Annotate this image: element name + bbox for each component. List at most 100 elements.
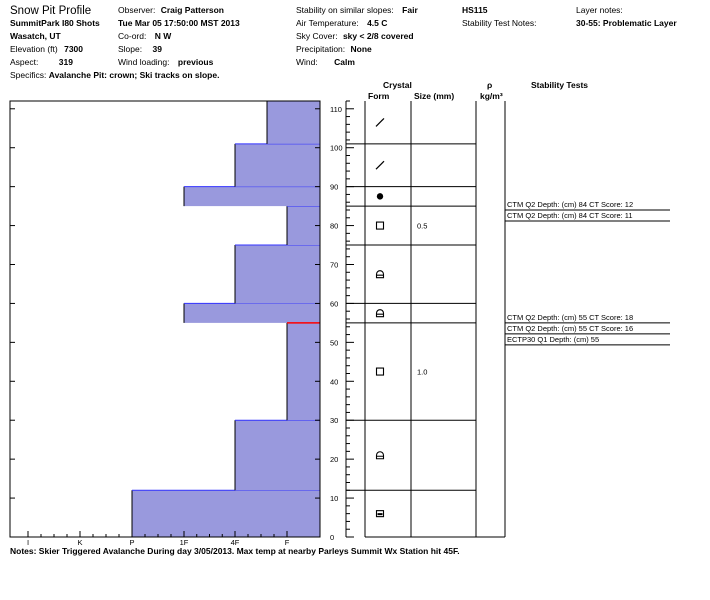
slope-value: 39	[152, 44, 162, 54]
depth-label-0: 0	[330, 533, 334, 542]
stability-test-55-1: CTM Q2 Depth: (cm) 55 CT Score: 16	[507, 324, 633, 333]
slope-field: Slope: 39	[118, 44, 162, 55]
layer-notes-value: 30-55: Problematic Layer	[576, 18, 677, 28]
wind-loading-value: previous	[177, 57, 214, 67]
form-symbol-decomposing-7	[375, 160, 385, 170]
layer-notes-label: Layer notes:	[576, 5, 623, 15]
depth-label-50: 50	[330, 338, 338, 347]
form-header: Form	[368, 91, 390, 101]
crystal-header: Crystal	[383, 80, 412, 90]
coord-field: Co-ord: N W	[118, 31, 171, 42]
air-temp-value: 4.5 C	[367, 18, 388, 28]
x-tick-label-F: F	[285, 538, 290, 547]
grain-size-2: 1.0	[417, 368, 427, 377]
form-symbol-decomposing-8	[375, 117, 385, 127]
hardness-bar-8	[267, 101, 320, 144]
hardness-bar-4	[235, 245, 320, 304]
page-title: Snow Pit Profile	[10, 5, 92, 17]
air-temp-label: Air Temperature:	[296, 18, 359, 28]
wind-value: Calm	[334, 57, 355, 67]
depth-label-30: 30	[330, 416, 338, 425]
grain-size-5: 0.5	[417, 222, 427, 231]
x-tick-label-K: K	[77, 538, 82, 547]
depth-label-110: 110	[330, 105, 342, 114]
stability-test-55-2: ECTP30 Q1 Depth: (cm) 55	[507, 335, 599, 344]
precip-field: Precipitation: None	[296, 44, 372, 55]
stability-test-84-1: CTM Q2 Depth: (cm) 84 CT Score: 11	[507, 211, 633, 220]
form-symbol-faceted-5	[375, 221, 385, 230]
aspect-label: Aspect:	[10, 57, 39, 67]
hardness-bar-5	[287, 206, 320, 246]
elevation-label: Elevation (ft)	[10, 44, 58, 54]
rho-unit-header: kg/m³	[480, 91, 503, 101]
wind-loading-label: Wind loading:	[118, 57, 170, 67]
region-name: Wasatch, UT	[10, 31, 61, 41]
x-tick-label-I: I	[27, 538, 29, 547]
hardness-bar-6	[184, 186, 320, 207]
stability-test-55-0: CTM Q2 Depth: (cm) 55 CT Score: 18	[507, 313, 633, 322]
depth-label-10: 10	[330, 494, 338, 503]
specifics-value: Avalanche Pit: crown; Ski tracks on slop…	[48, 70, 220, 80]
hardness-bar-7	[235, 143, 320, 187]
form-symbol-melt-freeze-6	[376, 193, 384, 200]
depth-label-100: 100	[330, 144, 343, 153]
hardness-bar-1	[235, 420, 320, 491]
stability-notes-label: Stability Test Notes:	[462, 18, 537, 28]
notes-text: Notes: Skier Triggered Avalanche During …	[10, 546, 460, 556]
depth-axis: 0 10 20 30 40 50 60 70 80 90 100 110	[330, 100, 354, 542]
rho-header: ρ	[487, 80, 493, 90]
crystal-column: 1.0 0.5	[346, 101, 506, 538]
location-name: SummitPark I80 Shots	[10, 18, 100, 28]
specifics-field: Specifics: Avalanche Pit: crown; Ski tra…	[10, 70, 219, 81]
sky-cover-field: Sky Cover: sky < 2/8 covered	[296, 31, 414, 42]
stability-label: Stability on similar slopes:	[296, 5, 394, 15]
datetime-value: Tue Mar 05 17:50:00 MST 2013	[118, 18, 240, 28]
depth-label-20: 20	[330, 455, 338, 464]
hardness-bar-2	[287, 322, 320, 421]
air-temp-field: Air Temperature: 4.5 C	[296, 18, 387, 29]
slope-label: Slope:	[118, 44, 143, 54]
stability-field: Stability on similar slopes: Fair	[296, 5, 418, 16]
stability-test-84-0: CTM Q2 Depth: (cm) 84 CT Score: 12	[507, 200, 633, 209]
sky-cover-value: sky < 2/8 covered	[342, 31, 414, 41]
aspect-field: Aspect: 319	[10, 57, 73, 68]
hardness-bar-0	[132, 490, 320, 537]
hardness-axis: I K P 1F 4F F	[27, 531, 290, 547]
stability-tests-column: CTM Q2 Depth: (cm) 55 CT Score: 18 CTM Q2…	[505, 101, 701, 537]
observer-label: Observer:	[118, 5, 156, 15]
hardness-plot-border	[9, 100, 321, 538]
form-symbol-rounded-faceted-0-fill	[377, 513, 383, 516]
depth-label-90: 90	[330, 183, 338, 192]
hardness-bar-3	[184, 303, 320, 323]
observer-value: Craig Patterson	[160, 5, 224, 15]
chart-frame	[9, 100, 321, 538]
observer-field: Observer: Craig Patterson	[118, 5, 224, 16]
stability-tests-header: Stability Tests	[531, 80, 588, 90]
wind-label: Wind:	[296, 57, 318, 67]
elevation-field: Elevation (ft) 7300	[10, 44, 83, 55]
specifics-label: Specifics:	[10, 70, 47, 80]
form-symbol-faceted-rounded-4	[375, 270, 385, 279]
wind-field: Wind: Calm	[296, 57, 355, 68]
aspect-value: 319	[58, 57, 73, 67]
hardness-bars	[131, 100, 320, 537]
depth-label-60: 60	[330, 299, 338, 308]
x-tick-label-P: P	[129, 538, 134, 547]
elevation-value: 7300	[64, 44, 84, 54]
sky-cover-label: Sky Cover:	[296, 31, 338, 41]
precip-value: None	[350, 44, 372, 54]
form-symbol-faceted-rounded-1	[375, 451, 385, 460]
depth-label-70: 70	[330, 261, 338, 270]
depth-label-40: 40	[330, 377, 338, 386]
size-header: Size (mm)	[414, 91, 455, 101]
x-tick-label-1F: 1F	[180, 538, 189, 547]
depth-label-80: 80	[330, 222, 338, 231]
precip-label: Precipitation:	[296, 44, 346, 54]
coord-value: N W	[154, 31, 172, 41]
hs-value: HS115	[462, 5, 488, 15]
wind-loading-field: Wind loading: previous	[118, 57, 213, 68]
coord-label: Co-ord:	[118, 31, 147, 41]
stability-value: Fair	[402, 5, 418, 15]
form-symbol-faceted-rounded-3	[375, 309, 385, 318]
